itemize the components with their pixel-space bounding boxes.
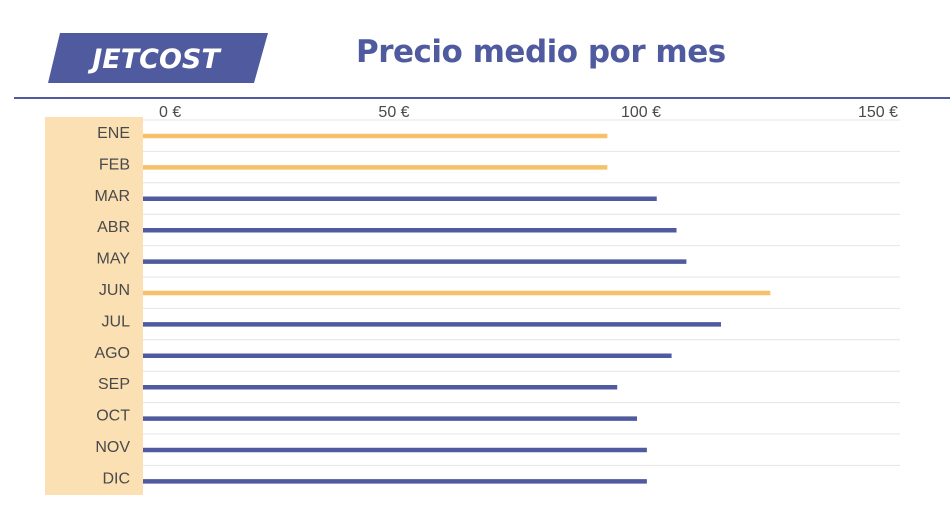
- category-label-abr: ABR: [97, 219, 130, 236]
- bar-chart: 0 € 50 € 100 € 150 € ENE FEB MAR ABR MAY JUN JUL A…: [14, 97, 950, 495]
- jetcost-logo: JETCOST: [48, 33, 268, 83]
- x-tick-label: 50 €: [378, 104, 409, 121]
- category-label-band: [45, 117, 143, 495]
- x-tick-label: 150 €: [858, 104, 898, 121]
- category-label-ago: AGO: [94, 345, 130, 362]
- bars: [143, 133, 771, 484]
- x-tick-label: 0 €: [159, 104, 181, 121]
- grid-lines: [143, 119, 900, 466]
- category-label-nov: NOV: [95, 439, 130, 456]
- category-label-ene: ENE: [97, 125, 130, 142]
- logo-background: [48, 33, 268, 83]
- category-label-jun: JUN: [99, 282, 130, 299]
- category-label-mar: MAR: [94, 188, 130, 205]
- category-labels: ENE FEB MAR ABR MAY JUN JUL AGO SEP OCT NOV DIC: [94, 125, 130, 487]
- category-label-feb: FEB: [99, 156, 130, 173]
- chart-title: Precio medio por mes: [356, 34, 726, 70]
- category-label-may: MAY: [97, 251, 131, 268]
- category-label-oct: OCT: [96, 408, 130, 425]
- logo-text: JETCOST: [87, 44, 222, 75]
- x-tick-label: 100 €: [621, 104, 661, 121]
- x-axis-ticks: 0 € 50 € 100 € 150 €: [159, 104, 898, 121]
- category-label-jul: JUL: [102, 313, 131, 330]
- category-label-dic: DIC: [102, 470, 130, 487]
- category-label-sep: SEP: [98, 376, 130, 393]
